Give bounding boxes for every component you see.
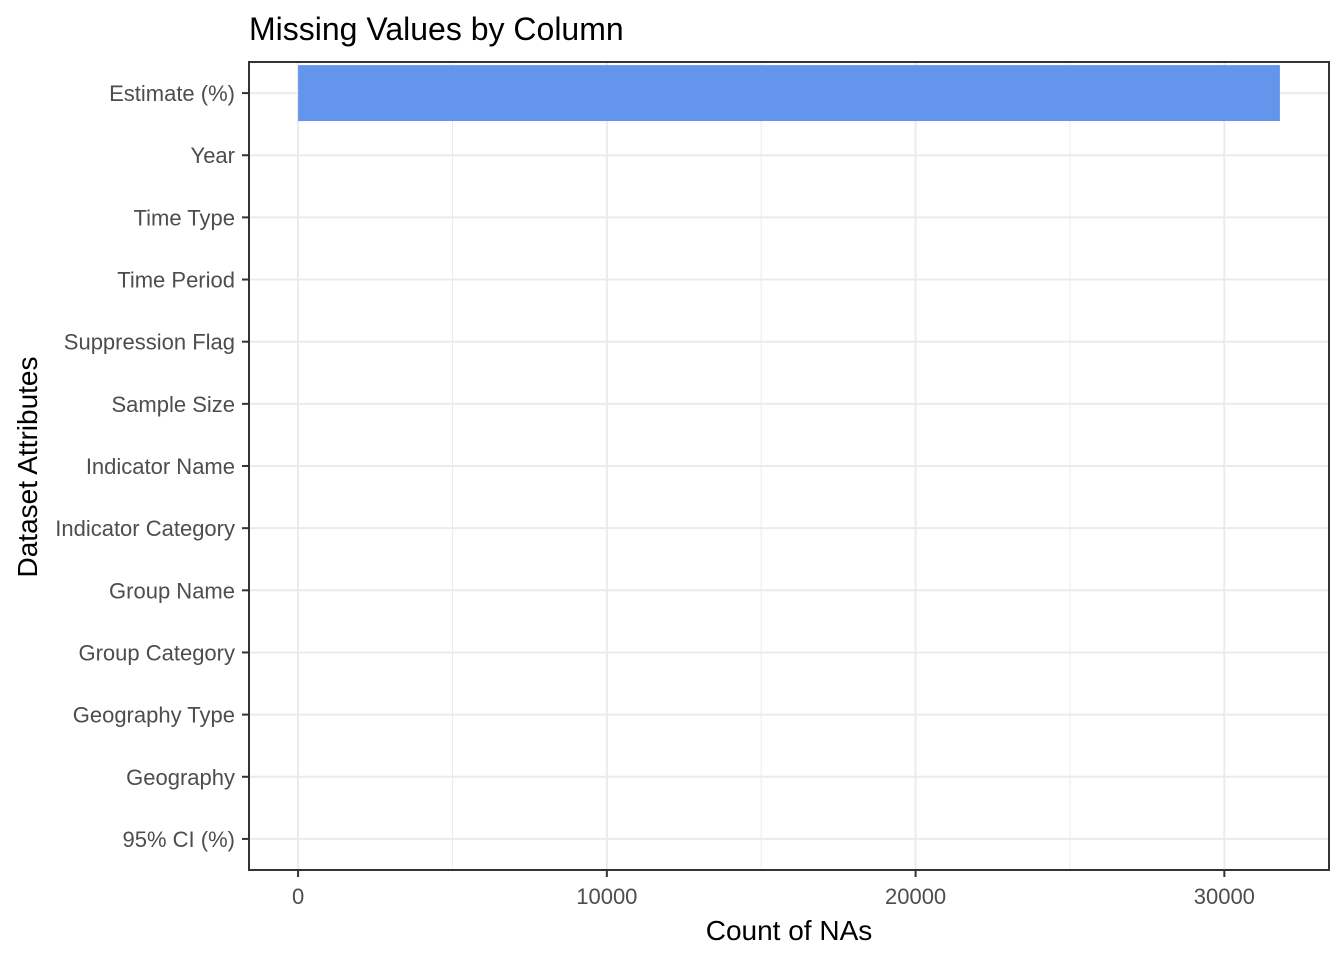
y-tick-label: Geography Type (73, 703, 235, 728)
y-tick-label: Indicator Category (55, 516, 235, 541)
y-tick-label: Time Period (117, 268, 235, 293)
y-tick-label: Time Type (134, 205, 235, 230)
axis-ticks: Estimate (%) Year Time Type Time Period Supp… (55, 81, 1255, 909)
bars (298, 65, 1280, 122)
y-tick-label: Indicator Name (86, 454, 235, 479)
bar (298, 65, 1280, 122)
y-tick-label: Estimate (%) (109, 81, 235, 106)
y-tick-label: Group Name (109, 578, 235, 603)
y-tick-label: Suppression Flag (64, 330, 235, 355)
y-tick-label: 95% CI (%) (123, 827, 235, 852)
x-tick-label: 0 (292, 884, 304, 909)
y-axis-title: Dataset Attributes (12, 356, 43, 577)
x-tick-label: 20000 (885, 884, 946, 909)
y-tick-label: Year (191, 143, 235, 168)
x-axis-title: Count of NAs (706, 915, 873, 946)
x-tick-label: 10000 (576, 884, 637, 909)
x-tick-label: 30000 (1194, 884, 1255, 909)
chart-title: Missing Values by Column (249, 11, 624, 47)
y-tick-label: Group Category (78, 640, 235, 665)
y-tick-label: Geography (126, 765, 235, 790)
y-tick-label: Sample Size (111, 392, 235, 417)
